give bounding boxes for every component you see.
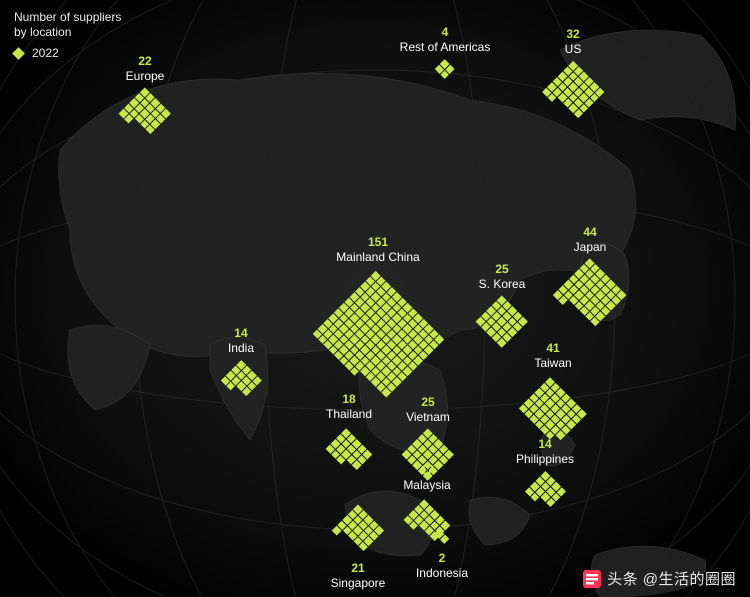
cluster-name: S. Korea (479, 277, 526, 291)
cluster-indonesia: 2Indonesia (416, 526, 468, 580)
diamond-grid (322, 425, 375, 478)
cluster-name: Malaysia (403, 478, 450, 492)
toutiao-logo-icon (583, 570, 601, 588)
cluster-label: 22Europe (126, 54, 165, 83)
cluster-japan: 44Japan (553, 225, 627, 332)
map-stage: { "colors": { "accent": "#c8e84a", "text… (0, 0, 750, 597)
cluster-label: 14Philippines (516, 437, 574, 466)
cluster-philippines: 14Philippines (516, 437, 574, 512)
cluster-name: Thailand (326, 407, 372, 421)
cluster-count: 25 (406, 395, 450, 409)
legend-title-line2: by location (14, 25, 121, 40)
cluster-singapore: 21Singapore (331, 504, 386, 590)
cluster-label: 151Mainland China (336, 235, 419, 264)
cluster-name: Rest of Americas (400, 40, 491, 54)
cluster-name: Japan (574, 240, 607, 254)
cluster-count: 22 (126, 54, 165, 68)
cluster-label: 4Rest of Americas (400, 25, 491, 54)
diamond-grid (220, 359, 262, 401)
watermark-text: 头条 @生活的圈圈 (607, 568, 736, 589)
cluster-count: 21 (331, 561, 386, 575)
legend-year-row: 2022 (14, 46, 121, 61)
cluster-rest-americas: 4Rest of Americas (400, 25, 491, 79)
cluster-count: 2 (416, 551, 468, 565)
cluster-count: 32 (565, 27, 582, 41)
diamond-grid (431, 526, 452, 547)
cluster-label: 14India (228, 326, 254, 355)
cluster-name: Indonesia (416, 566, 468, 580)
cluster-name: Europe (126, 69, 165, 83)
cluster-label: 18Thailand (326, 392, 372, 421)
cluster-name: Mainland China (336, 250, 419, 264)
cluster-label: 25Vietnam (406, 395, 450, 424)
cluster-count: 14 (228, 326, 254, 340)
cluster-s-korea: 25S. Korea (475, 262, 528, 348)
diamond-grid (309, 268, 447, 406)
cluster-name: Singapore (331, 576, 386, 590)
diamond-grid (553, 258, 627, 332)
cluster-taiwan: 41Taiwan (516, 341, 590, 448)
cluster-count: 41 (534, 341, 571, 355)
cluster-mainland-china: 151Mainland China (309, 235, 447, 406)
cluster-count: 18 (326, 392, 372, 406)
diamond-cell (440, 535, 449, 544)
legend-diamond-icon (12, 47, 25, 60)
cluster-label: 21Singapore (331, 561, 386, 590)
diamond-grid (541, 60, 605, 124)
legend-year: 2022 (32, 46, 59, 61)
cluster-label: 44Japan (574, 225, 607, 254)
cluster-label: 41Taiwan (534, 341, 571, 370)
cluster-count: 17 (403, 463, 450, 477)
cluster-label: 32US (565, 27, 582, 56)
cluster-count: 151 (336, 235, 419, 249)
cluster-india: 14India (220, 326, 262, 401)
diamond-grid (524, 470, 566, 512)
cluster-europe: 22Europe (118, 54, 171, 140)
cluster-name: India (228, 341, 254, 355)
cluster-thailand: 18Thailand (322, 392, 375, 478)
cluster-count: 14 (516, 437, 574, 451)
watermark: 头条 @生活的圈圈 (583, 568, 736, 589)
cluster-label: 2Indonesia (416, 551, 468, 580)
cluster-name: Vietnam (406, 410, 450, 424)
legend: Number of suppliers by location 2022 (14, 10, 121, 61)
cluster-name: US (565, 42, 582, 56)
diamond-grid (331, 504, 384, 557)
cluster-name: Philippines (516, 452, 574, 466)
cluster-count: 4 (400, 25, 491, 39)
diamond-grid (434, 58, 455, 79)
cluster-name: Taiwan (534, 356, 571, 370)
cluster-count: 44 (574, 225, 607, 239)
cluster-label: 25S. Korea (479, 262, 526, 291)
cluster-us: 32US (541, 27, 605, 124)
cluster-count: 25 (479, 262, 526, 276)
legend-title-line1: Number of suppliers (14, 10, 121, 25)
cluster-label: 17Malaysia (403, 463, 450, 492)
diamond-grid (118, 87, 171, 140)
